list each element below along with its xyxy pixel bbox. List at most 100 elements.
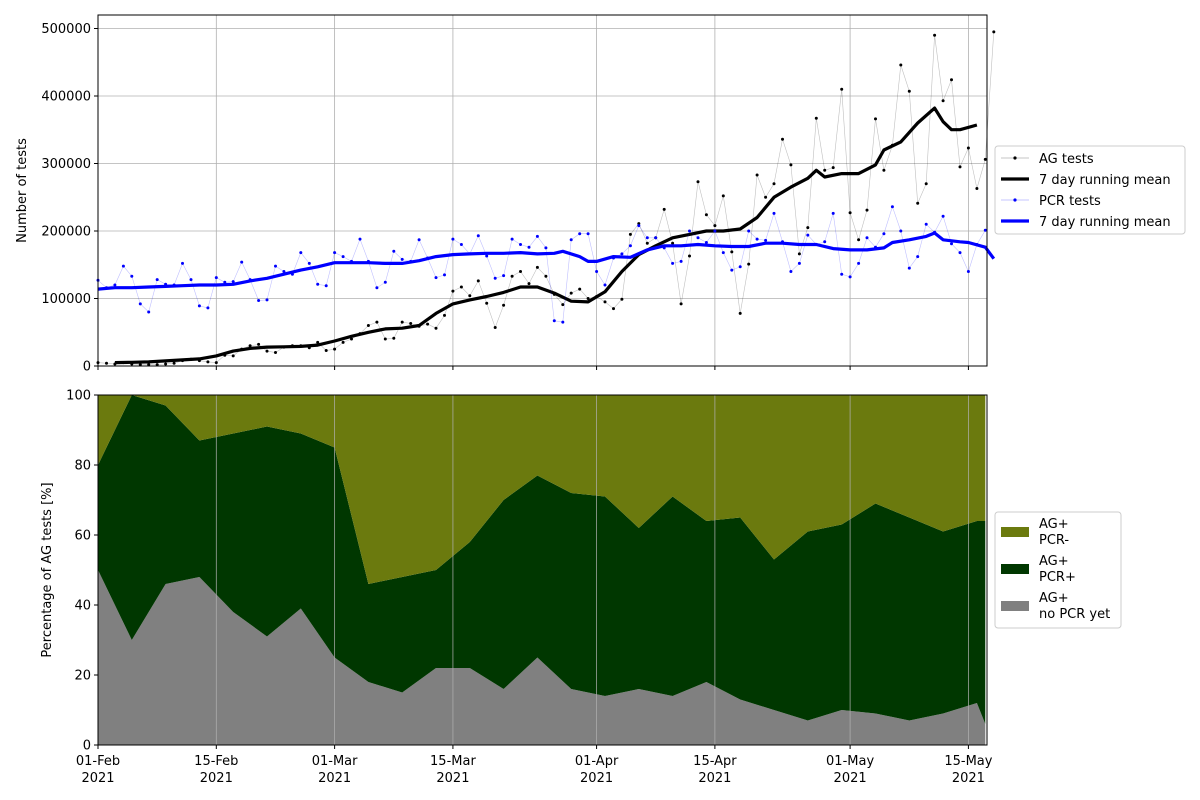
data-point <box>502 274 506 278</box>
data-point <box>409 322 413 325</box>
data-point <box>890 205 894 209</box>
data-point <box>747 262 751 266</box>
tests-legend: AG tests 7 day running mean PCR tests 7 day… <box>994 145 1186 235</box>
data-point <box>628 244 632 248</box>
data-point <box>966 270 970 273</box>
legend-label: AG tests <box>1039 152 1094 167</box>
data-point <box>840 87 844 91</box>
x-tick-label-year: 2021 <box>436 771 469 786</box>
data-point <box>206 360 210 364</box>
data-point <box>806 233 810 237</box>
x-tick-label-year: 2021 <box>580 771 613 786</box>
data-point <box>747 229 751 233</box>
data-point <box>814 116 818 120</box>
data-point <box>316 282 320 286</box>
data-point <box>603 300 607 304</box>
legend-marker <box>1013 198 1017 202</box>
data-point <box>874 117 877 121</box>
data-point <box>983 157 987 161</box>
data-point <box>704 241 708 244</box>
data-point <box>671 241 675 245</box>
data-point <box>738 311 742 315</box>
data-point <box>333 251 337 255</box>
data-point <box>764 238 768 242</box>
y-tick-label: 400000 <box>41 90 91 105</box>
bottom-axes-frame <box>97 394 988 746</box>
y-tick-label: 200000 <box>41 225 91 240</box>
data-point <box>848 211 852 215</box>
data-point <box>434 276 438 280</box>
data-point <box>907 89 911 93</box>
data-point <box>772 182 776 186</box>
x-tick-label-year: 2021 <box>834 771 867 786</box>
data-point <box>789 270 793 273</box>
data-point <box>823 240 827 244</box>
data-point <box>764 195 768 199</box>
data-point <box>527 282 531 286</box>
y-tick-label: 100000 <box>41 292 91 307</box>
data-point <box>350 337 353 341</box>
data-point <box>721 251 725 255</box>
x-tick-label-year: 2021 <box>698 771 731 786</box>
data-point <box>206 306 210 310</box>
data-point <box>197 304 201 308</box>
data-point <box>392 249 396 253</box>
data-point <box>468 294 472 298</box>
data-point <box>155 363 159 367</box>
data-point <box>333 347 337 351</box>
data-point <box>620 252 624 256</box>
data-point <box>493 326 497 329</box>
tests-line-chart: 0 100000 200000 300000 400000 500000 Number of… <box>15 14 996 375</box>
data-point <box>121 264 125 268</box>
data-point <box>738 265 742 269</box>
data-point <box>899 229 903 233</box>
data-point <box>713 224 717 228</box>
data-point <box>612 307 615 311</box>
data-point <box>992 30 996 34</box>
data-point <box>899 63 903 67</box>
data-point <box>916 201 920 205</box>
y-tick-label: 20 <box>74 669 91 684</box>
y-tick-label: 0 <box>83 739 91 754</box>
data-point <box>299 251 303 255</box>
data-point <box>400 320 404 324</box>
data-point <box>493 276 497 280</box>
data-point <box>138 302 142 306</box>
data-point <box>544 274 548 278</box>
data-point <box>950 242 953 246</box>
data-point <box>535 234 539 238</box>
legend-label: no PCR yet <box>1039 607 1110 622</box>
data-point <box>772 211 776 215</box>
data-point <box>569 291 573 295</box>
data-point <box>789 163 793 167</box>
data-point <box>679 259 683 263</box>
x-tick-label: 01-Apr <box>575 754 619 769</box>
legend-marker <box>1013 156 1017 160</box>
data-point <box>130 274 134 278</box>
x-tick-label-year: 2021 <box>318 771 351 786</box>
data-point <box>586 232 590 236</box>
data-point <box>831 166 835 170</box>
data-point <box>282 270 286 273</box>
data-point <box>544 246 548 250</box>
data-point <box>696 236 700 240</box>
x-tick-label: 15-Mar <box>430 754 476 769</box>
data-point <box>519 243 522 246</box>
data-point <box>561 303 565 307</box>
data-point <box>527 245 531 249</box>
x-tick-label: 01-Feb <box>76 754 120 769</box>
data-point <box>848 275 852 279</box>
data-point <box>561 320 565 324</box>
data-point <box>459 243 463 246</box>
y-axis-label: Percentage of AG tests [%] <box>40 482 55 657</box>
data-point <box>882 168 886 172</box>
data-point <box>366 324 370 327</box>
data-point <box>375 320 379 324</box>
data-point <box>324 349 328 352</box>
data-point <box>721 194 725 198</box>
data-point <box>341 340 345 344</box>
ag-percentage-legend: AG+PCR-AG+PCR+AG+no PCR yet <box>994 511 1122 629</box>
data-point <box>662 207 666 211</box>
data-point <box>324 284 328 288</box>
